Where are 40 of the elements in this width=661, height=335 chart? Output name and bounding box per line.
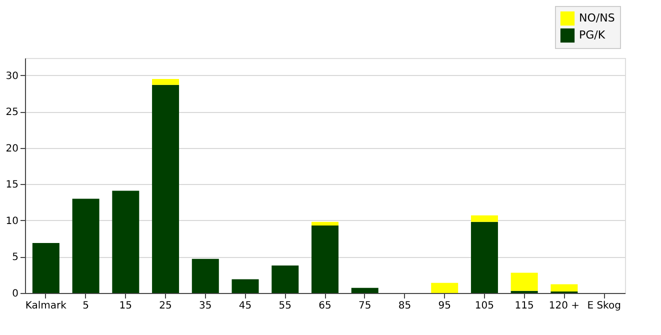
bar bbox=[470, 222, 498, 293]
bar bbox=[312, 226, 338, 293]
x-tick-label: 95 bbox=[438, 300, 451, 312]
bar bbox=[470, 215, 498, 222]
x-tick-label: 45 bbox=[238, 300, 252, 312]
bar bbox=[152, 84, 180, 293]
x-tick-label: 105 bbox=[474, 300, 494, 312]
x-tick-label: 25 bbox=[159, 300, 172, 312]
x-tick-label: 55 bbox=[278, 300, 292, 312]
x-tick-label: 120 + bbox=[548, 300, 580, 312]
x-tick-label: 65 bbox=[318, 300, 332, 312]
y-tick-label: 5 bbox=[12, 252, 18, 264]
bar bbox=[152, 79, 180, 85]
legend-label: PG/K bbox=[579, 28, 606, 42]
bar bbox=[232, 279, 259, 293]
y-tick-label: 0 bbox=[12, 288, 18, 300]
x-tick-label: 85 bbox=[398, 300, 412, 312]
y-tick-label: 15 bbox=[6, 180, 18, 191]
bar bbox=[510, 272, 538, 291]
bar bbox=[192, 258, 219, 293]
y-tick-label: 25 bbox=[6, 107, 18, 118]
x-tick-label: 5 bbox=[82, 300, 89, 312]
x-tick-label: 15 bbox=[119, 300, 132, 312]
bar bbox=[550, 284, 578, 292]
x-tick-label: E Skog bbox=[587, 300, 621, 312]
x-tick-label: Kalmark bbox=[25, 300, 67, 312]
bar bbox=[272, 265, 299, 293]
legend-label: NO/NS bbox=[579, 12, 615, 24]
bar bbox=[32, 242, 60, 293]
x-tick-label: 115 bbox=[514, 300, 534, 312]
x-tick-label: 35 bbox=[199, 300, 212, 312]
bar bbox=[112, 190, 140, 293]
bar bbox=[351, 288, 378, 293]
bar bbox=[431, 282, 458, 293]
y-tick-label: 10 bbox=[6, 216, 18, 227]
x-tick-label: 75 bbox=[358, 300, 372, 312]
y-tick-label: 20 bbox=[6, 143, 18, 154]
bar bbox=[72, 198, 100, 293]
bar bbox=[312, 222, 338, 226]
y-tick-label: 30 bbox=[6, 70, 18, 82]
